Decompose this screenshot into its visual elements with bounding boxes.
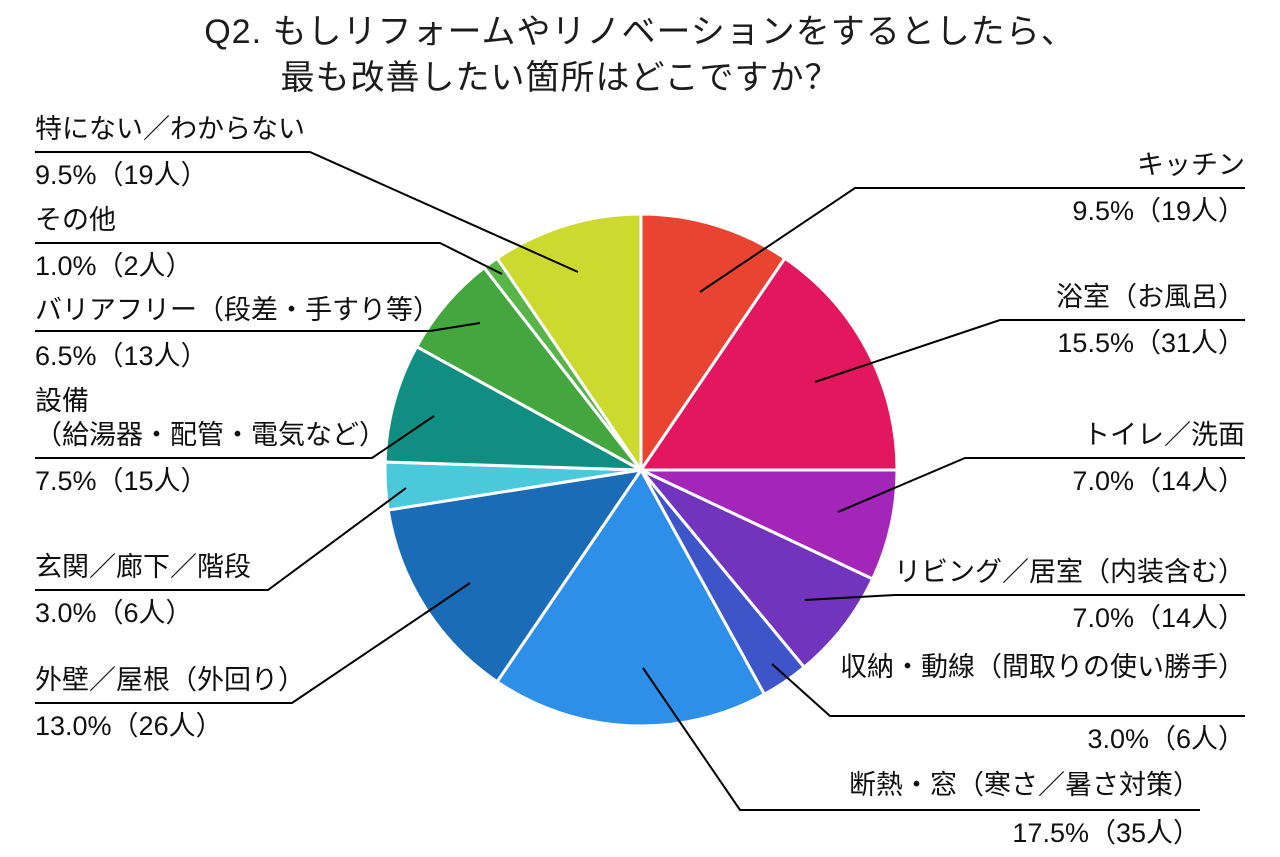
leader-line-storage-flow xyxy=(771,663,1245,717)
pie-slice-toilet-washroom xyxy=(639,468,899,581)
leader-line-exterior-roof xyxy=(35,582,471,704)
slice-value-bathroom: 15.5%（31人） xyxy=(1057,328,1245,358)
slice-label-living-room: リビング／居室（内装含む） xyxy=(894,557,1245,587)
slice-label-none-unknown: 特にない／わからない xyxy=(35,114,305,144)
leader-line-kitchen xyxy=(699,187,1245,293)
leader-line-living-room xyxy=(804,594,1245,601)
leader-line-entrance-hall-stairs xyxy=(35,487,407,591)
slice-value-living-room: 7.0%（14人） xyxy=(1072,603,1245,633)
chart-title-line2: 最も改善したい箇所はどこですか？ xyxy=(280,59,840,97)
slice-value-none-unknown: 9.5%（19人） xyxy=(35,160,208,190)
slice-value-kitchen: 9.5%（19人） xyxy=(1072,196,1245,226)
slice-label-other: その他 xyxy=(35,205,116,235)
slice-label-insulation-windows: 断熱・窓（寒さ／暑さ対策） xyxy=(849,770,1200,800)
slice-label-storage-flow: 収納・動線（間取りの使い勝手） xyxy=(840,652,1245,682)
pie-slice-kitchen xyxy=(639,212,787,472)
slice-label-kitchen: キッチン xyxy=(1137,150,1245,180)
slice-value-insulation-windows: 17.5%（35人） xyxy=(1012,818,1200,848)
pie-slice-exterior-roof xyxy=(386,468,643,684)
leader-line-insulation-windows xyxy=(642,667,1200,811)
slice-label-toilet-washroom: トイレ／洗面 xyxy=(1083,420,1245,450)
leader-line-barrier-free xyxy=(35,322,481,332)
leader-line-toilet-washroom xyxy=(837,457,1245,513)
pie-slice-bathroom xyxy=(639,256,899,472)
leader-line-equipment xyxy=(35,415,435,459)
slice-label-exterior-roof: 外壁／屋根（外回り） xyxy=(35,665,305,695)
chart-title-line1: Q2. もしリフォームやリノベーションをするとしたら、 xyxy=(204,13,1076,51)
slice-value-toilet-washroom: 7.0%（14人） xyxy=(1072,466,1245,496)
pie-slice-insulation-windows xyxy=(495,468,766,728)
slice-value-other: 1.0%（2人） xyxy=(35,251,193,281)
slice-value-barrier-free: 6.5%（13人） xyxy=(35,341,208,371)
slice-value-exterior-roof: 13.0%（26人） xyxy=(35,711,223,741)
slice-label-entrance-hall-stairs: 玄関／廊下／階段 xyxy=(35,552,251,582)
slice-label-barrier-free: バリアフリー（段差・手すり等） xyxy=(35,295,440,325)
slice-label-equipment: 設備 （給湯器・配管・電気など） xyxy=(35,386,386,450)
pie-slice-living-room xyxy=(639,468,875,669)
slice-value-storage-flow: 3.0%（6人） xyxy=(1087,724,1245,754)
leader-line-other xyxy=(35,242,503,275)
pie-slice-equipment xyxy=(383,345,643,472)
slice-value-equipment: 7.5%（15人） xyxy=(35,466,208,496)
slice-label-bathroom: 浴室（お風呂） xyxy=(1056,282,1245,312)
leader-line-none-unknown xyxy=(35,151,579,273)
leader-line-bathroom xyxy=(814,319,1245,383)
pie-slice-none-unknown xyxy=(495,212,643,472)
slice-value-entrance-hall-stairs: 3.0%（6人） xyxy=(35,598,193,628)
